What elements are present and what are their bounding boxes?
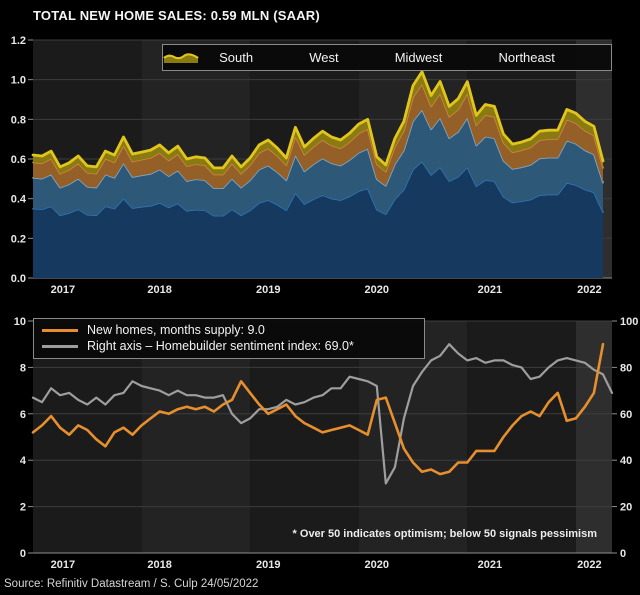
legend-item-west: West [163,50,339,65]
x-axis-year-label: 2017 [51,559,75,571]
legend-item-midwest: Midwest [163,50,443,65]
x-axis-year-label: 2017 [51,284,75,296]
x-axis-year-label: 2022 [577,284,601,296]
x-axis-year-label: 2019 [256,284,280,296]
year-band [33,321,142,553]
northeast-area-icon [163,53,199,63]
y-axis-tick-label: 1.0 [11,75,26,87]
right-axis-tick-label: 40 [620,455,632,467]
left-axis-tick-label: 0 [20,548,26,560]
year-band [141,321,251,553]
legend-row-sentiment: Right axis – Homebuilder sentiment index… [42,338,416,354]
right-axis-tick-label: 80 [620,362,632,374]
year-band [575,321,612,553]
area-west [33,109,603,216]
bottom-chart-svg: 10 100 8 80 6 60 4 40 2 20 0 0 2017 2018 2019 2020 2021 2… [14,316,639,571]
sentiment-footnote: * Over 50 indicates optimism; below 50 s… [292,528,597,540]
months-supply-line-icon [42,328,78,332]
x-axis-year-label: 2018 [147,284,171,296]
top-chart-svg: 1.2 1.0 0.8 0.6 0.4 0.2 0.0 2017 2018 2019 2020 202… [11,35,612,296]
x-axis-year-label: 2022 [577,559,601,571]
x-axis-year-label: 2021 [478,559,502,571]
y-axis-tick-label: 0.4 [11,194,27,206]
y-axis-tick-label: 0.2 [11,233,26,245]
legend-label: Midwest [394,50,443,65]
right-axis-tick-label: 60 [620,409,632,421]
line-sentiment [31,343,614,485]
line-months-supply [31,342,605,476]
x-axis-year-label: 2021 [478,284,502,296]
legend-row-months-supply: New homes, months supply: 9.0 [42,322,416,338]
left-axis-tick-label: 10 [14,316,26,328]
x-axis-year-label: 2020 [365,284,389,296]
left-axis-tick-label: 8 [20,362,26,374]
year-band [467,321,576,553]
legend-swatch-line [163,53,199,60]
x-axis-year-label: 2018 [147,559,171,571]
y-axis-tick-label: 1.2 [11,35,26,47]
year-band [250,321,359,553]
right-axis-tick-label: 20 [620,502,632,514]
bottom-chart-legend: New homes, months supply: 9.0 Right axis … [33,318,425,359]
area-midwest [33,84,603,189]
y-axis-tick-label: 0.0 [11,273,26,285]
line-northeast [31,70,605,170]
x-axis-year-label: 2020 [365,559,389,571]
legend-label: Northeast [498,50,555,65]
legend-label: West [309,50,339,65]
left-axis-tick-label: 6 [20,409,26,421]
y-axis-tick-label: 0.6 [11,154,26,166]
area-south [33,161,603,278]
legend-item-northeast: Northeast [163,50,555,65]
legend-label: New homes, months supply: 9.0 [87,323,265,337]
page-title: TOTAL NEW HOME SALES: 0.59 MLN (SAAR) [33,8,320,23]
top-chart-legend: South West Midwest Northeast [162,44,612,71]
legend-item-south: South [163,50,254,65]
left-axis-tick-label: 4 [20,455,27,467]
y-axis-tick-label: 0.8 [11,114,26,126]
right-axis-tick-label: 0 [620,548,626,560]
source-credit: Source: Refinitiv Datastream / S. Culp 2… [4,578,259,590]
x-axis-year-label: 2019 [256,559,280,571]
legend-label: South [219,50,254,65]
right-axis-tick-label: 100 [620,316,638,328]
year-band [358,321,468,553]
sentiment-line-icon [42,344,78,348]
legend-label: Right axis – Homebuilder sentiment index… [87,339,354,353]
left-axis-tick-label: 2 [20,502,26,514]
